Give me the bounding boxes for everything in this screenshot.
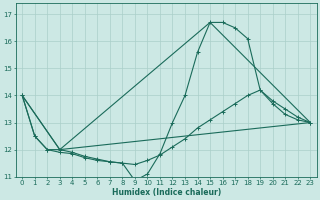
X-axis label: Humidex (Indice chaleur): Humidex (Indice chaleur) [112,188,221,197]
